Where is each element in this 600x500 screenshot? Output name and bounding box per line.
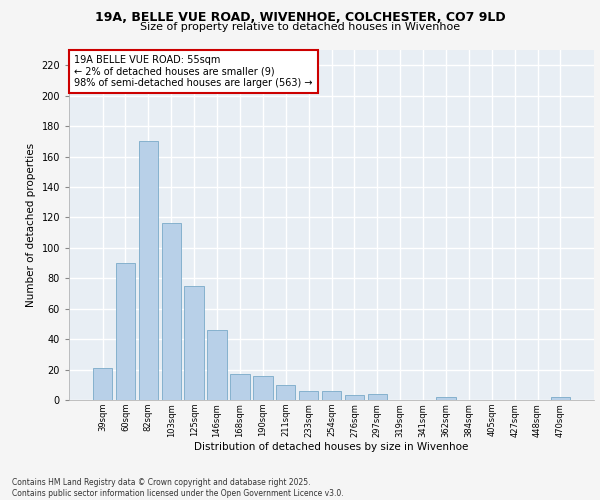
Bar: [93, 368, 112, 400]
Text: Contains HM Land Registry data © Crown copyright and database right 2025.
Contai: Contains HM Land Registry data © Crown c…: [12, 478, 344, 498]
Bar: [344, 396, 364, 400]
Bar: [436, 397, 455, 400]
Bar: [322, 391, 341, 400]
Bar: [299, 391, 319, 400]
Bar: [161, 224, 181, 400]
Bar: [184, 286, 204, 400]
Bar: [253, 376, 272, 400]
Bar: [551, 397, 570, 400]
Bar: [276, 385, 295, 400]
Text: Size of property relative to detached houses in Wivenhoe: Size of property relative to detached ho…: [140, 22, 460, 32]
Text: 19A, BELLE VUE ROAD, WIVENHOE, COLCHESTER, CO7 9LD: 19A, BELLE VUE ROAD, WIVENHOE, COLCHESTE…: [95, 11, 505, 24]
Text: 19A BELLE VUE ROAD: 55sqm
← 2% of detached houses are smaller (9)
98% of semi-de: 19A BELLE VUE ROAD: 55sqm ← 2% of detach…: [74, 56, 313, 88]
Bar: [230, 374, 250, 400]
Y-axis label: Number of detached properties: Number of detached properties: [26, 143, 36, 307]
Bar: [116, 263, 135, 400]
Bar: [208, 330, 227, 400]
Bar: [139, 142, 158, 400]
X-axis label: Distribution of detached houses by size in Wivenhoe: Distribution of detached houses by size …: [194, 442, 469, 452]
Bar: [368, 394, 387, 400]
